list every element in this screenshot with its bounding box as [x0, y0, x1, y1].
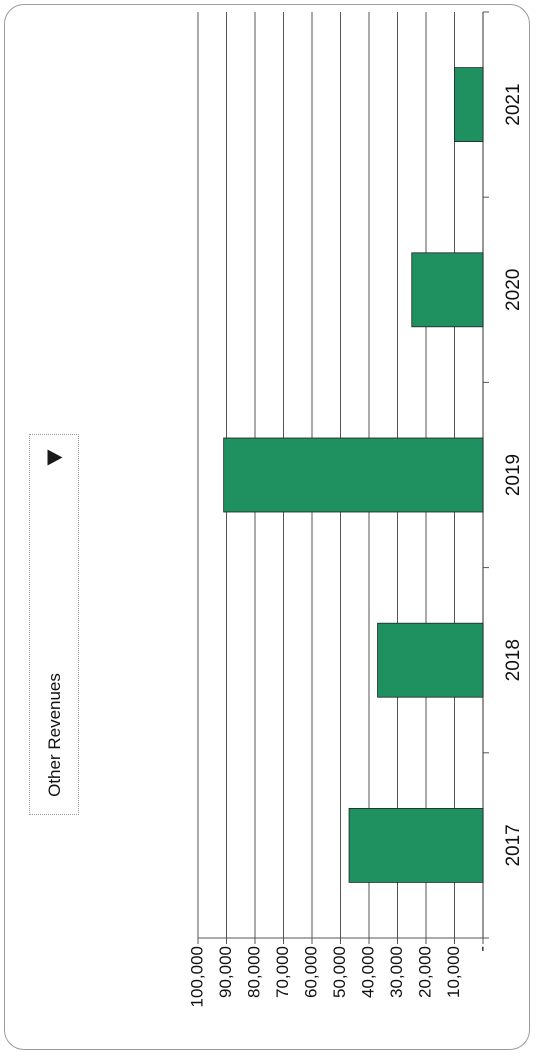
triangle-down-icon[interactable]: [47, 449, 63, 466]
value-tick-label: 30,000: [387, 946, 406, 998]
category-label-2018: 2018: [503, 639, 524, 681]
bar-2020: [411, 252, 484, 328]
bar-2021: [454, 67, 484, 142]
value-tick-label: 60,000: [301, 946, 320, 998]
category-label-2021: 2021: [503, 83, 524, 125]
category-label-2017: 2017: [503, 824, 524, 866]
series-dropdown[interactable]: Other Revenues: [29, 434, 79, 815]
value-tick-label: 50,000: [330, 946, 349, 998]
bar-2019: [223, 437, 484, 513]
bar-2017: [348, 808, 484, 883]
value-tick-label: 100,000: [187, 946, 206, 1007]
bar-2018: [377, 622, 484, 698]
category-label-2020: 2020: [503, 269, 524, 311]
dropdown-selected-label: Other Revenues: [45, 673, 64, 797]
category-label-2019: 2019: [503, 454, 524, 496]
value-tick-label: 80,000: [244, 946, 263, 998]
value-tick-label: -: [472, 946, 491, 952]
value-tick-label: 90,000: [216, 946, 235, 998]
value-tick-label: 70,000: [273, 946, 292, 998]
value-tick-label: 10,000: [444, 946, 463, 998]
value-tick-label: 40,000: [358, 946, 377, 998]
value-tick-label: 20,000: [415, 946, 434, 998]
